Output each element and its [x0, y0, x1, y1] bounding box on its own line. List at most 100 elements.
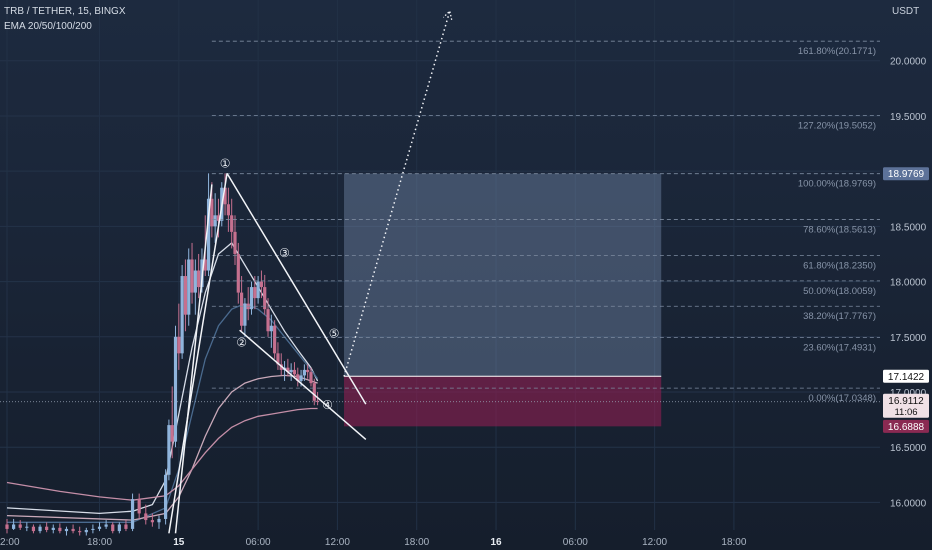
- candle-body-67: [306, 369, 310, 373]
- candle-body-27: [173, 336, 178, 442]
- candle-body-39: [213, 215, 217, 227]
- candle-body-5: [38, 526, 42, 532]
- candle-body-33: [193, 270, 197, 293]
- price-tag-3: [883, 419, 929, 433]
- candle-body-40: [216, 215, 221, 221]
- x-tick-label-7: 06:00: [563, 537, 588, 548]
- candle-body-37: [206, 198, 211, 271]
- candle-body-30: [183, 276, 188, 315]
- price-tag-label-1: 17.1422: [888, 372, 925, 383]
- ema-line-2: [6, 374, 318, 521]
- candle-body-0: [5, 524, 9, 529]
- candle-body-2: [18, 524, 22, 528]
- candle-body-29: [180, 276, 184, 354]
- y-tick-label-4: 18.0000: [890, 278, 927, 289]
- y-tick-label-5: 18.5000: [890, 222, 927, 233]
- price-tag-1: [883, 369, 929, 383]
- indicator-legend: EMA 20/50/100/200: [4, 21, 92, 32]
- candle-body-14: [97, 526, 102, 529]
- candle-body-45: [233, 231, 237, 254]
- candle-body-7: [51, 527, 55, 530]
- candle-body-53: [259, 281, 264, 288]
- candle-body-56: [269, 325, 273, 332]
- wave-labels: ① ② ③ ④ ⑤: [220, 156, 340, 412]
- projection-arrowhead: [442, 9, 453, 20]
- candle-body-68: [309, 372, 313, 384]
- candle-body-24: [164, 474, 168, 519]
- price-tag-sub-2: 11:06: [894, 407, 917, 418]
- trend-line-3[interactable]: [174, 184, 213, 534]
- candle-body-17: [117, 524, 121, 532]
- candle-body-23: [157, 518, 161, 523]
- wave-label-2: ③: [279, 246, 290, 260]
- profit-zone[interactable]: [344, 173, 662, 377]
- trend-line-2[interactable]: [239, 329, 367, 441]
- candle-body-64: [296, 374, 300, 381]
- candle-body-16: [111, 524, 115, 532]
- candle-body-52: [256, 281, 260, 299]
- price-tag-2: [883, 393, 929, 418]
- y-tick-label-2: 17.0000: [890, 388, 927, 399]
- grid-lines: [0, 0, 880, 530]
- long-position-box[interactable]: [344, 173, 662, 427]
- candle-body-47: [239, 292, 244, 326]
- currency-label: USDT: [892, 6, 919, 17]
- price-tag-0: [883, 167, 929, 181]
- candle-body-31: [187, 259, 191, 315]
- candle-body-1: [12, 524, 16, 529]
- trend-line-0[interactable]: [168, 173, 228, 534]
- candle-body-25: [167, 425, 171, 475]
- candle-body-26: [170, 425, 174, 442]
- candle-body-58: [276, 353, 280, 365]
- candle-body-54: [263, 287, 267, 310]
- wave-label-3: ④: [322, 398, 333, 412]
- y-tick-label-7: 19.5000: [890, 112, 927, 123]
- y-tick-label-0: 16.0000: [890, 498, 927, 509]
- candle-body-51: [253, 287, 257, 299]
- price-tag-label-3: 16.6888: [888, 422, 925, 433]
- candle-body-4: [31, 526, 36, 532]
- candle-body-46: [236, 253, 240, 293]
- candle-body-9: [64, 528, 69, 532]
- x-tick-label-4: 12:00: [325, 537, 350, 548]
- projection-line[interactable]: [343, 10, 451, 377]
- candle-body-61: [286, 367, 290, 373]
- x-tick-label-9: 18:00: [721, 537, 746, 548]
- fib-label-2: 100.00%(18.9769): [798, 179, 876, 190]
- price-tag-label-0: 18.9769: [888, 169, 925, 180]
- fib-label-4: 61.80%(18.2350): [803, 261, 876, 272]
- candle-body-48: [243, 303, 247, 326]
- candle-body-12: [84, 530, 88, 533]
- candle-body-15: [104, 524, 108, 527]
- candle-body-63: [292, 369, 297, 375]
- ema-line-1: [7, 302, 319, 523]
- candle-body-22: [150, 520, 154, 523]
- candle-body-10: [71, 528, 75, 532]
- ema-line-3: [6, 407, 318, 501]
- trend-line-1[interactable]: [226, 172, 367, 405]
- x-tick-label-0: 12:00: [0, 537, 20, 548]
- candle-body-42: [223, 187, 227, 205]
- wave-label-4: ⑤: [329, 326, 340, 340]
- candle-body-66: [302, 369, 306, 376]
- y-tick-label-8: 20.0000: [890, 57, 927, 68]
- candle-body-34: [197, 270, 201, 288]
- candle-body-36: [203, 259, 207, 271]
- candle-body-43: [226, 204, 230, 216]
- candle-body-8: [58, 527, 62, 532]
- chart-title: TRB / TETHER, 15, BINGX: [4, 6, 126, 17]
- candle-body-62: [289, 369, 293, 373]
- x-tick-label-2: 15: [173, 537, 185, 548]
- y-tick-label-3: 17.5000: [890, 333, 927, 344]
- fib-label-6: 38.20%(17.7767): [803, 311, 876, 322]
- stop-zone[interactable]: [344, 376, 662, 427]
- candle-body-57: [273, 325, 277, 354]
- candle-body-44: [230, 215, 234, 232]
- trend-lines[interactable]: [168, 9, 453, 534]
- price-tag-label-2: 16.9112: [888, 396, 924, 407]
- candle-body-28: [177, 336, 181, 354]
- fib-label-5: 50.00%(18.0059): [803, 286, 876, 297]
- candle-body-69: [312, 383, 316, 401]
